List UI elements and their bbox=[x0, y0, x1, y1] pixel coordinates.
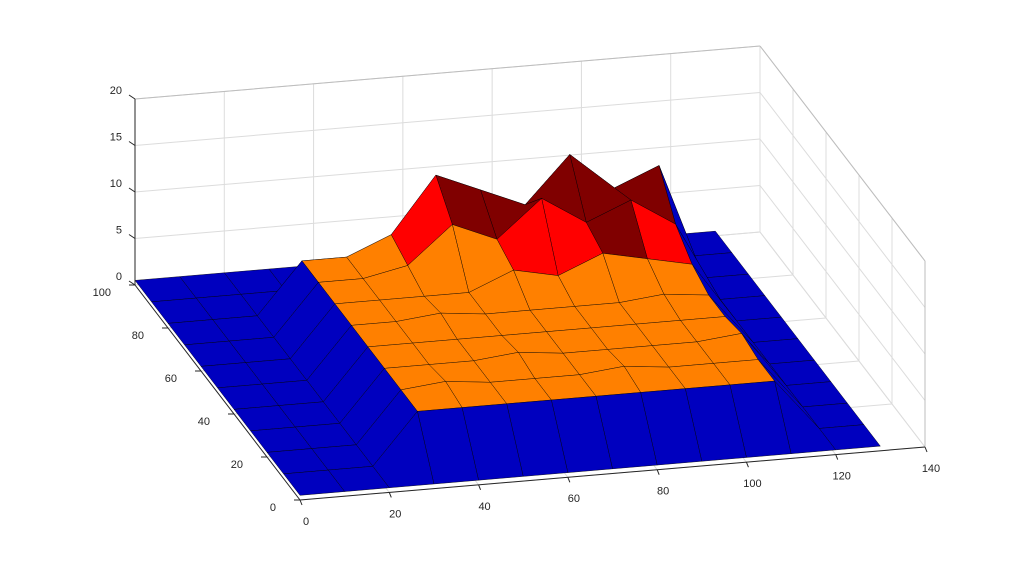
x-tick bbox=[745, 461, 749, 468]
y-tick-label: 20 bbox=[231, 459, 243, 471]
x-tick-label: 120 bbox=[833, 470, 851, 482]
x-tick-label: 40 bbox=[478, 501, 490, 513]
y-tick-label: 100 bbox=[93, 287, 111, 299]
x-tick-label: 20 bbox=[389, 508, 401, 520]
y-tick-label: 80 bbox=[132, 330, 144, 342]
z-tick bbox=[128, 280, 136, 286]
z-tick bbox=[128, 187, 136, 193]
x-tick-label: 60 bbox=[568, 493, 580, 505]
grid-line bbox=[759, 138, 926, 355]
z-tick-label: 20 bbox=[110, 85, 122, 97]
x-tick bbox=[388, 492, 392, 498]
z-tick bbox=[128, 234, 136, 239]
y-tick-label: 60 bbox=[165, 373, 177, 385]
grid-line bbox=[134, 138, 761, 193]
z-tick bbox=[128, 141, 136, 146]
x-tick bbox=[299, 499, 303, 506]
grid-line bbox=[134, 92, 761, 146]
grid-line bbox=[759, 231, 926, 448]
x-axis bbox=[299, 446, 926, 501]
x-tick bbox=[567, 477, 571, 483]
x-tick bbox=[835, 454, 839, 460]
x-tick-label: 80 bbox=[657, 486, 669, 498]
x-tick-label: 140 bbox=[922, 463, 940, 475]
axis-box bbox=[759, 45, 926, 262]
z-tick bbox=[128, 94, 136, 100]
z-tick-label: 5 bbox=[116, 224, 122, 236]
surface-face bbox=[283, 469, 346, 496]
y-tick-label: 0 bbox=[270, 502, 276, 514]
x-tick-label: 100 bbox=[743, 478, 761, 490]
grid-line bbox=[759, 185, 926, 401]
grid-line bbox=[759, 92, 926, 308]
z-tick-label: 15 bbox=[110, 131, 122, 143]
y-axis bbox=[134, 284, 301, 501]
axis-box bbox=[134, 45, 761, 100]
y-tick-label: 40 bbox=[198, 416, 210, 428]
x-tick bbox=[478, 484, 482, 491]
x-tick bbox=[924, 446, 928, 453]
z-tick-label: 0 bbox=[116, 271, 122, 283]
z-tick-label: 10 bbox=[110, 178, 122, 190]
x-tick-label: 0 bbox=[303, 516, 309, 528]
x-tick bbox=[656, 469, 660, 475]
